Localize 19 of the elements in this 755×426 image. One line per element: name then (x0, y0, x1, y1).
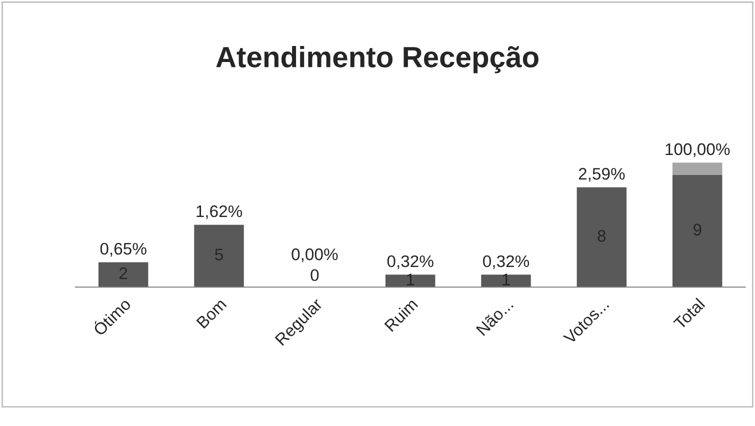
data-label: 0,32% (483, 255, 530, 270)
data-label: 0,00% (292, 248, 338, 262)
bar (672, 162, 722, 176)
data-label: 1 (406, 274, 414, 286)
bar (194, 224, 244, 288)
bar (576, 187, 627, 288)
data-label: 2,59% (578, 168, 625, 182)
data-label: 0,32% (387, 255, 434, 270)
bar (481, 274, 531, 288)
bar (672, 175, 722, 288)
x-tick-label: Bom (196, 298, 227, 329)
chart-title: Atendimento Recepção (216, 46, 538, 74)
data-label: 0 (310, 269, 319, 282)
bar (98, 262, 148, 288)
data-label: 1,62% (196, 205, 242, 220)
data-label: 0,65% (100, 242, 146, 257)
bar (385, 274, 436, 288)
data-label: 1 (502, 274, 510, 286)
data-label: 100,00% (666, 143, 730, 158)
